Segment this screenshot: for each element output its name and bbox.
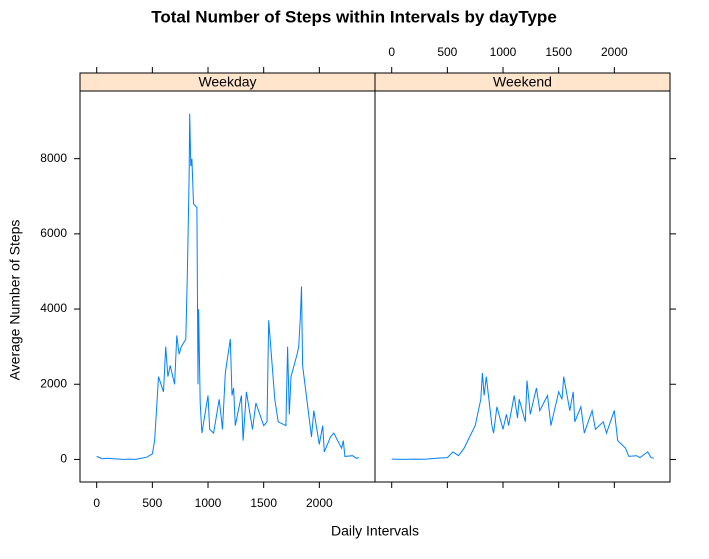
y-axis-label: Average Number of Steps: [7, 220, 23, 381]
panel-frame: [79, 72, 376, 483]
data-line: [96, 113, 360, 460]
x-tick-label: 0: [93, 496, 100, 510]
strip-label: Weekday: [198, 74, 256, 90]
y-tick-label: 6000: [40, 226, 67, 240]
x-tick-label: 1500: [545, 45, 572, 59]
x-tick-label: 2000: [601, 45, 628, 59]
x-tick-label: 1000: [490, 45, 517, 59]
x-tick-label: 2000: [306, 496, 333, 510]
y-tick-label: 8000: [40, 151, 67, 165]
chart-title: Total Number of Steps within Intervals b…: [151, 7, 557, 26]
x-tick-label: 0: [388, 45, 395, 59]
strip: [374, 72, 671, 92]
x-tick-label: 500: [142, 496, 162, 510]
y-tick-label: 0: [60, 452, 67, 466]
x-axis-label: Daily Intervals: [331, 523, 419, 539]
y-tick-label: 4000: [40, 301, 67, 315]
x-tick-label: 1500: [250, 496, 277, 510]
x-tick-label: 500: [437, 45, 457, 59]
x-tick-label: 1000: [195, 496, 222, 510]
strip-label: Weekend: [493, 74, 552, 90]
data-line: [391, 372, 655, 460]
panel-frame: [374, 72, 671, 483]
y-tick-label: 2000: [40, 376, 67, 390]
